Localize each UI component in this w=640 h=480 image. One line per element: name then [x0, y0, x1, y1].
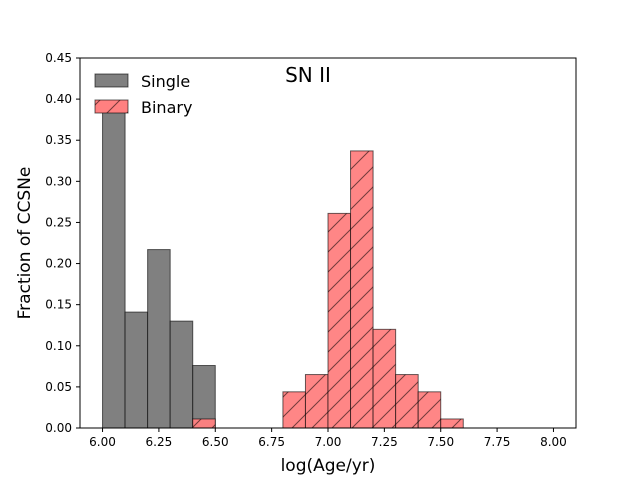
bar-single-1	[124, 311, 149, 429]
x-tick-label: 7.00	[315, 435, 342, 449]
x-tick-label: 7.25	[371, 435, 398, 449]
y-axis-ticks: 0.00 0.05 0.10 0.15 0.20 0.25 0.30 0.35 0.40 0.45	[45, 51, 80, 435]
bar-hatch-binary-1	[282, 391, 306, 428]
y-tick-label: 0.45	[45, 51, 72, 65]
x-tick-label: 6.50	[202, 435, 229, 449]
y-tick-label: 0.30	[45, 174, 72, 188]
x-tick-label: 7.50	[427, 435, 454, 449]
legend-swatch-single	[94, 73, 129, 88]
bar-hatch-binary-6	[395, 374, 419, 428]
legend: Single Binary	[94, 72, 192, 117]
chart-title: SN II	[285, 63, 331, 87]
single-series-bars	[102, 106, 216, 429]
x-tick-label: 6.25	[146, 435, 173, 449]
bar-hatch-binary-7	[418, 391, 441, 428]
legend-label-single: Single	[141, 72, 190, 91]
bar-single-2	[147, 249, 171, 429]
bar-hatch-binary-4	[350, 150, 374, 428]
bar-hatch-binary-8	[440, 418, 464, 428]
bar-hatch-binary-0	[192, 418, 216, 428]
bar-single-3	[169, 320, 194, 429]
bar-hatch-binary-2	[305, 374, 328, 428]
legend-swatch-binary-hatch	[95, 100, 128, 113]
x-tick-label: 7.75	[484, 435, 511, 449]
y-tick-label: 0.05	[45, 380, 72, 394]
x-tick-label: 8.00	[540, 435, 567, 449]
x-tick-label: 6.75	[258, 435, 285, 449]
legend-label-binary: Binary	[141, 98, 192, 117]
y-tick-label: 0.40	[45, 92, 72, 106]
x-tick-label: 6.00	[89, 435, 116, 449]
y-axis-label: Fraction of CCSNe	[15, 167, 35, 320]
y-tick-label: 0.10	[45, 339, 72, 353]
bar-hatch-binary-3	[328, 213, 351, 428]
bar-hatch-binary-5	[373, 329, 396, 428]
y-tick-label: 0.00	[45, 421, 72, 435]
y-tick-label: 0.35	[45, 133, 72, 147]
y-tick-label: 0.20	[45, 257, 72, 271]
y-tick-label: 0.15	[45, 298, 72, 312]
x-axis-ticks: 6.00 6.25 6.50 6.75 7.00 7.25 7.50 7.75 8.00	[89, 428, 567, 449]
x-axis-label: log(Age/yr)	[281, 456, 376, 476]
y-tick-label: 0.25	[45, 215, 72, 229]
bar-single-0	[102, 106, 126, 429]
